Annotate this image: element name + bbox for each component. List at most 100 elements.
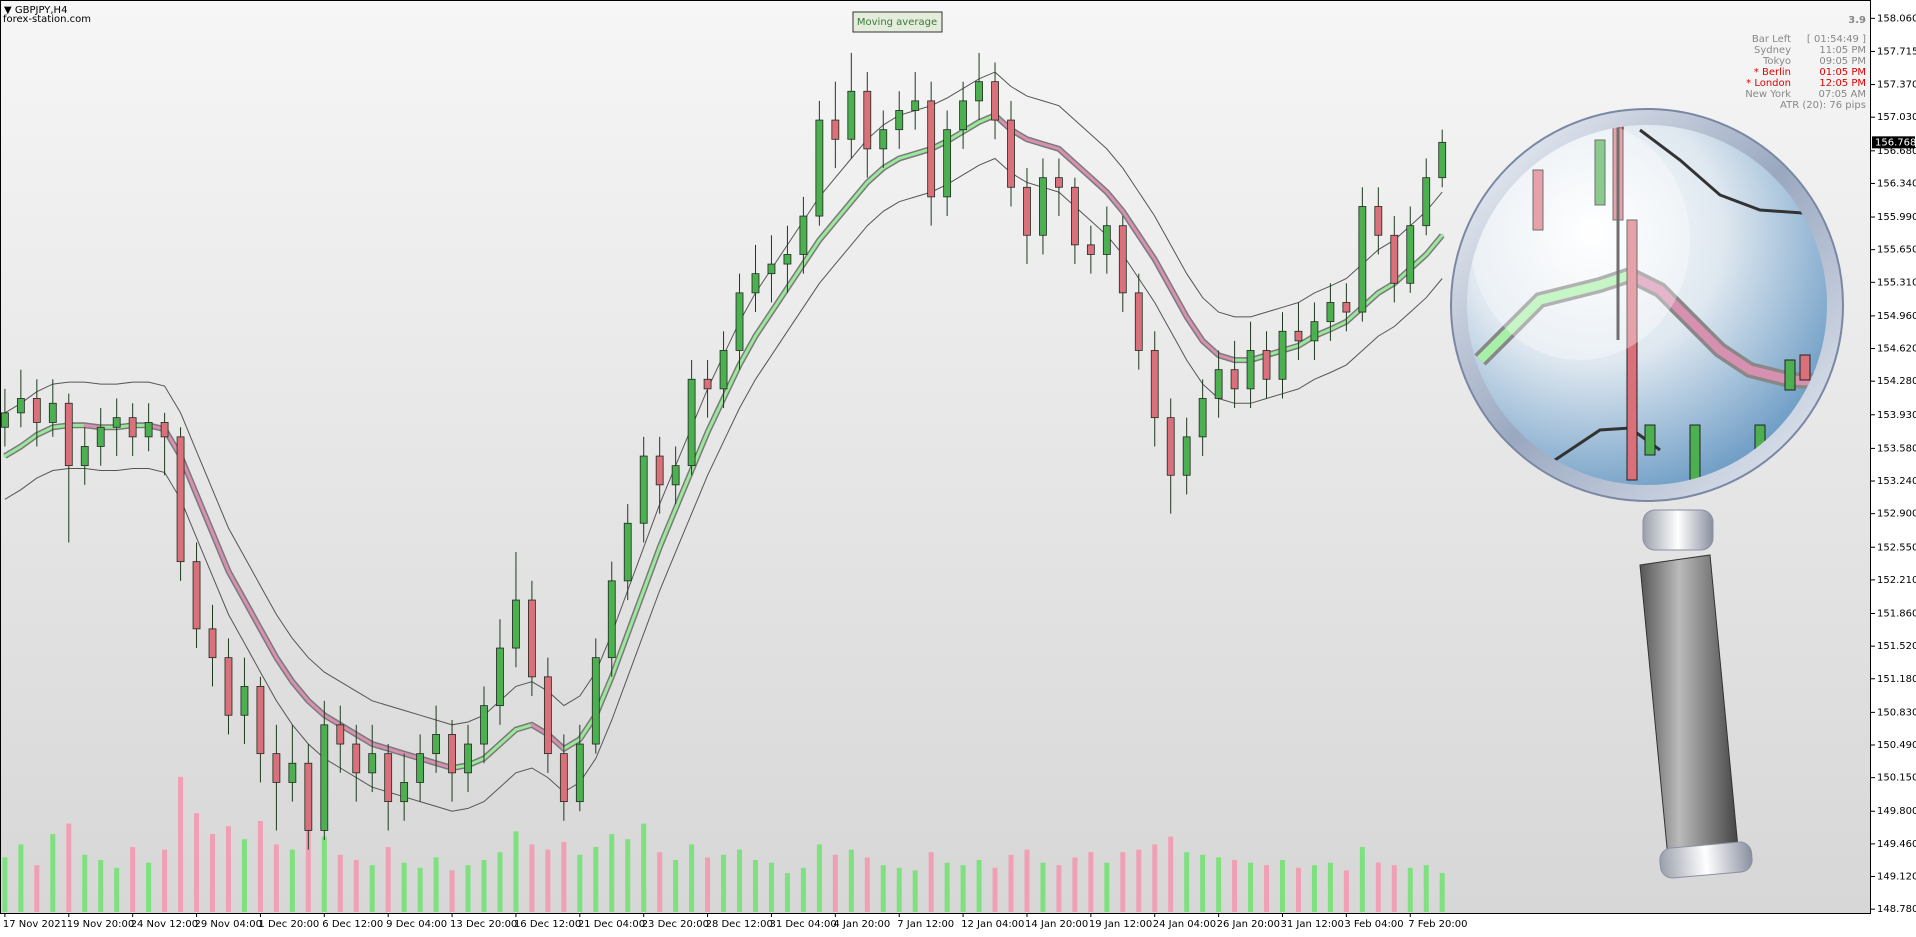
candle-body	[464, 743, 472, 774]
volume-bar	[1008, 854, 1014, 912]
y-tick-label: 153.930	[1877, 410, 1916, 421]
lens-candle	[1799, 354, 1811, 381]
volume-bar	[50, 834, 56, 912]
volume-bar	[1391, 865, 1397, 912]
info-value: 07:05 AM	[1819, 89, 1866, 100]
ma-segment	[610, 632, 630, 679]
candle-body	[144, 422, 153, 438]
candle-body	[895, 110, 904, 131]
x-tick-label: 28 Dec 12:00	[706, 919, 773, 930]
candle-body	[959, 100, 967, 131]
volume-bar	[1184, 852, 1190, 912]
volume-bar	[1343, 870, 1349, 912]
volume-bar	[1088, 852, 1094, 912]
y-tick-label: 151.520	[1877, 641, 1916, 652]
ma-segment	[1217, 353, 1237, 362]
volume-bar	[321, 836, 327, 912]
y-tick-label: 152.900	[1877, 509, 1916, 520]
ma-segment	[865, 166, 885, 184]
ma-segment	[195, 492, 215, 535]
volume-bar	[257, 821, 263, 912]
y-tick-label: 149.800	[1877, 806, 1916, 817]
volume-bar	[1248, 862, 1254, 912]
ma-segment	[322, 713, 342, 727]
volume-bar	[657, 852, 663, 912]
x-tick-label: 17 Nov 2021	[3, 919, 67, 930]
ma-segment	[1169, 286, 1189, 319]
candle-body	[128, 417, 137, 438]
candle-body	[1007, 119, 1015, 188]
indicator-button-label[interactable]: Moving average	[857, 17, 937, 28]
y-tick-label: 157.370	[1877, 80, 1916, 91]
candle-body	[480, 705, 488, 745]
y-tick-label: 154.620	[1877, 344, 1916, 355]
volume-bar	[625, 839, 631, 912]
volume-bar	[529, 844, 535, 912]
volume-bar	[241, 839, 247, 912]
volume-bar	[1200, 854, 1206, 912]
candle-body	[575, 743, 584, 803]
y-tick-label: 152.550	[1877, 542, 1916, 553]
ma-segment	[514, 723, 534, 732]
volume-bar	[1423, 865, 1429, 912]
candle-body	[1182, 436, 1191, 476]
y-tick-label: 148.780	[1877, 904, 1916, 915]
candle-body	[1230, 369, 1239, 390]
volume-bar	[1407, 867, 1413, 912]
volume-bar	[433, 857, 439, 912]
ma-segment	[1057, 147, 1077, 165]
candle-body	[240, 686, 249, 716]
candle-body	[1039, 177, 1047, 236]
info-label: Sydney	[1754, 45, 1791, 56]
candle-body	[272, 753, 281, 783]
y-tick-label: 157.030	[1877, 112, 1916, 123]
info-label: * Berlin	[1754, 67, 1791, 78]
candle-body	[1198, 398, 1207, 438]
lens-candle	[1594, 139, 1606, 206]
candle-body	[1023, 186, 1031, 236]
volume-bar	[880, 865, 886, 912]
candle-body	[831, 119, 840, 140]
candle-body	[256, 686, 265, 755]
y-tick-label: 156.340	[1877, 178, 1916, 189]
indicator-button[interactable]	[852, 11, 943, 33]
volume-bar	[1120, 852, 1126, 912]
ma-segment	[1121, 209, 1141, 237]
volume-bar	[337, 854, 343, 912]
x-tick-label: 24 Jan 04:00	[1153, 919, 1216, 930]
x-tick-label: 31 Jan 12:00	[1281, 919, 1344, 930]
lens-glare	[1470, 125, 1690, 360]
ma-segment	[849, 180, 869, 204]
volume-bar	[1232, 860, 1238, 912]
volume-bar	[353, 860, 359, 912]
candle-body	[80, 446, 89, 467]
candle-body	[48, 402, 57, 423]
candle-body	[384, 753, 393, 803]
x-tick-label: 6 Dec 12:00	[322, 919, 383, 930]
ma-segment	[1185, 315, 1205, 343]
ma-segment	[386, 747, 406, 756]
candle-body	[623, 522, 632, 582]
candle-body	[863, 90, 872, 150]
plot-frame	[0, 0, 1871, 914]
ma-segment	[1153, 257, 1173, 290]
price-axis-area	[1871, 0, 1916, 933]
ma-segment	[1376, 281, 1396, 295]
lens-rim-edge	[1450, 108, 1844, 502]
candle-body	[975, 81, 983, 102]
candle-body	[288, 762, 297, 783]
ma-segment	[498, 728, 518, 746]
volume-bar	[944, 862, 950, 912]
handle-cap	[1659, 841, 1753, 879]
candle-body	[1374, 206, 1383, 236]
y-tick-label: 149.460	[1877, 839, 1916, 850]
candle-body	[911, 100, 920, 111]
ma-segment	[1328, 320, 1348, 331]
ma-segment	[722, 363, 742, 400]
candle-body	[1310, 321, 1319, 342]
y-tick-label: 154.280	[1877, 376, 1916, 387]
candle-body	[432, 734, 440, 755]
info-value: 01:05 PM	[1819, 67, 1866, 78]
x-tick-label: 16 Dec 12:00	[514, 919, 581, 930]
